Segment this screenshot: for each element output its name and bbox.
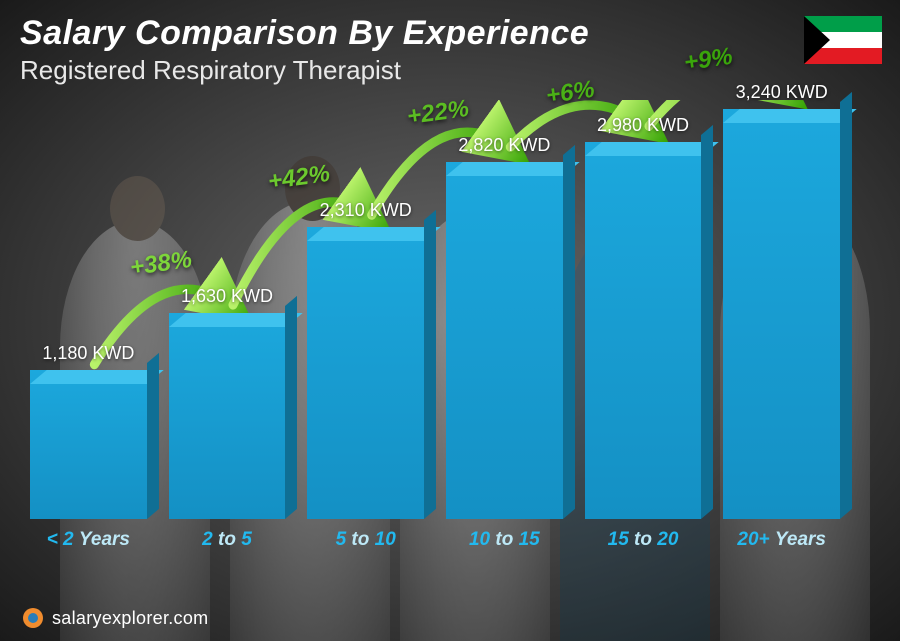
bar-value-label: 1,180 KWD bbox=[42, 343, 134, 364]
country-flag-kuwait bbox=[804, 16, 882, 64]
bar-category-label: < 2 Years bbox=[47, 529, 130, 551]
bar-value-label: 3,240 KWD bbox=[736, 82, 828, 103]
bar-slot: 2,980 KWD 15 to 20 bbox=[585, 115, 702, 551]
bar bbox=[723, 109, 840, 519]
bar-slot: 1,630 KWD 2 to 5 bbox=[169, 286, 286, 551]
increment-pct-label: +6% bbox=[544, 76, 596, 111]
footer: salaryexplorer.com bbox=[22, 607, 208, 629]
salaryexplorer-logo-icon bbox=[22, 607, 44, 629]
brand-text: salaryexplorer.com bbox=[52, 608, 208, 629]
bar-category-label: 10 to 15 bbox=[469, 529, 540, 551]
chart-area: 1,180 KWD < 2 Years 1,630 KWD 2 to 5 2,310 K… bbox=[30, 100, 840, 581]
bar bbox=[585, 142, 702, 519]
header: Salary Comparison By Experience Register… bbox=[20, 14, 880, 86]
bar-value-label: 1,630 KWD bbox=[181, 286, 273, 307]
bar-value-label: 2,310 KWD bbox=[320, 200, 412, 221]
bar-category-label: 5 to 10 bbox=[336, 529, 396, 551]
bar-slot: 1,180 KWD < 2 Years bbox=[30, 343, 147, 551]
bar-value-label: 2,980 KWD bbox=[597, 115, 689, 136]
bar-category-label: 2 to 5 bbox=[202, 529, 252, 551]
bar bbox=[307, 227, 424, 519]
bar-slot: 2,310 KWD 5 to 10 bbox=[307, 200, 424, 551]
chart-title: Salary Comparison By Experience bbox=[20, 14, 880, 53]
bar-category-label: 20+ Years bbox=[737, 529, 826, 551]
bar-value-label: 2,820 KWD bbox=[458, 135, 550, 156]
flag-hoist bbox=[804, 16, 830, 64]
bar-slot: 3,240 KWD 20+ Years bbox=[723, 82, 840, 551]
bar bbox=[30, 370, 147, 519]
bar-slot: 2,820 KWD 10 to 15 bbox=[446, 135, 563, 551]
bar-category-label: 15 to 20 bbox=[608, 529, 679, 551]
bars-container: 1,180 KWD < 2 Years 1,630 KWD 2 to 5 2,310 K… bbox=[30, 121, 840, 551]
bar bbox=[169, 313, 286, 519]
bar bbox=[446, 162, 563, 519]
